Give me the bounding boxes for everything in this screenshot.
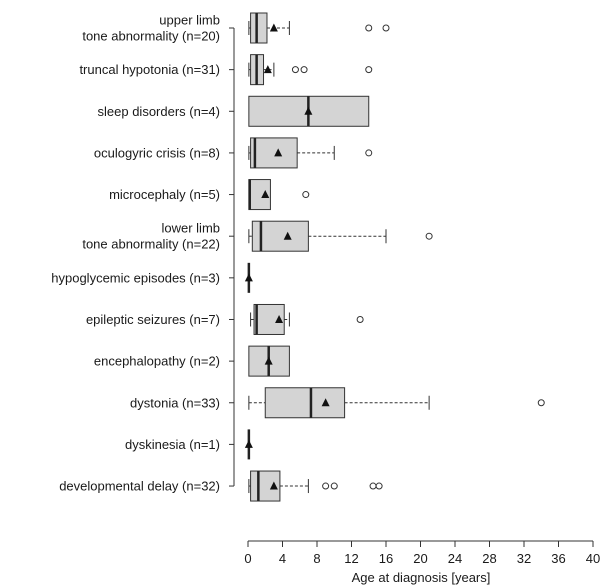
x-tick-label: 24	[448, 551, 462, 566]
category-label: sleep disorders (n=4)	[98, 104, 220, 119]
box-group	[244, 429, 253, 460]
iqr-box	[250, 12, 268, 44]
outlier-point	[537, 399, 545, 407]
category-label: developmental delay (n=32)	[59, 479, 220, 494]
box-group	[248, 220, 433, 252]
outlier-point	[291, 66, 299, 74]
mean-marker	[283, 231, 292, 240]
mean-marker	[274, 148, 283, 157]
mean-marker	[269, 481, 278, 490]
box-group	[250, 303, 364, 335]
x-tick-label: 0	[244, 551, 251, 566]
outlier-point	[365, 66, 373, 74]
box-group	[248, 12, 390, 44]
box-group	[244, 262, 253, 293]
x-tick-label: 20	[413, 551, 427, 566]
box-group	[248, 137, 373, 169]
x-tick-label: 36	[551, 551, 565, 566]
mean-marker	[321, 398, 330, 407]
x-tick-label: 12	[344, 551, 358, 566]
outlier-point	[356, 315, 364, 323]
outlier-point	[365, 149, 373, 157]
category-label: tone abnormality (n=20)	[82, 29, 220, 44]
outlier-point	[375, 482, 383, 490]
outlier-point	[302, 191, 310, 199]
mean-marker	[264, 356, 273, 365]
outlier-point	[425, 232, 433, 240]
iqr-box	[264, 387, 346, 419]
box-group	[248, 345, 290, 377]
x-tick-label: 40	[586, 551, 600, 566]
x-tick-label: 8	[313, 551, 320, 566]
box-group	[248, 95, 370, 127]
iqr-box	[250, 137, 298, 169]
category-label: dyskinesia (n=1)	[125, 437, 220, 452]
outlier-point	[322, 482, 330, 490]
x-tick-label: 28	[482, 551, 496, 566]
mean-marker	[304, 106, 313, 115]
outlier-point	[369, 482, 377, 490]
category-label: lower limb	[161, 221, 220, 236]
outlier-point	[365, 24, 373, 32]
outlier-point	[330, 482, 338, 490]
x-tick-label: 32	[517, 551, 531, 566]
outlier-point	[382, 24, 390, 32]
category-label: upper limb	[159, 13, 220, 28]
mean-marker	[244, 273, 253, 282]
category-label: epileptic seizures (n=7)	[86, 312, 220, 327]
box-group	[248, 179, 310, 211]
box-group	[248, 470, 383, 502]
box-group	[248, 387, 545, 419]
mean-marker	[261, 190, 270, 199]
x-axis: 0 4 8 12 16 20 24 28 32 36 40	[244, 540, 600, 566]
mean-marker	[269, 23, 278, 32]
mean-marker	[244, 439, 253, 448]
category-label: microcephaly (n=5)	[109, 187, 220, 202]
x-axis-title: Age at diagnosis [years]	[352, 570, 491, 585]
outlier-point	[300, 66, 308, 74]
category-label: dystonia (n=33)	[130, 395, 220, 410]
x-tick-label: 16	[379, 551, 393, 566]
x-tick-label: 4	[279, 551, 286, 566]
mean-marker	[263, 65, 272, 74]
box-group	[248, 54, 373, 86]
category-label: truncal hypotonia (n=31)	[79, 62, 220, 77]
category-label: hypoglycemic episodes (n=3)	[51, 270, 220, 285]
mean-marker	[275, 314, 284, 323]
plot-area	[229, 12, 545, 502]
category-label: encephalopathy (n=2)	[94, 354, 220, 369]
category-label: oculogyric crisis (n=8)	[94, 145, 220, 160]
category-label: tone abnormality (n=22)	[82, 237, 220, 252]
